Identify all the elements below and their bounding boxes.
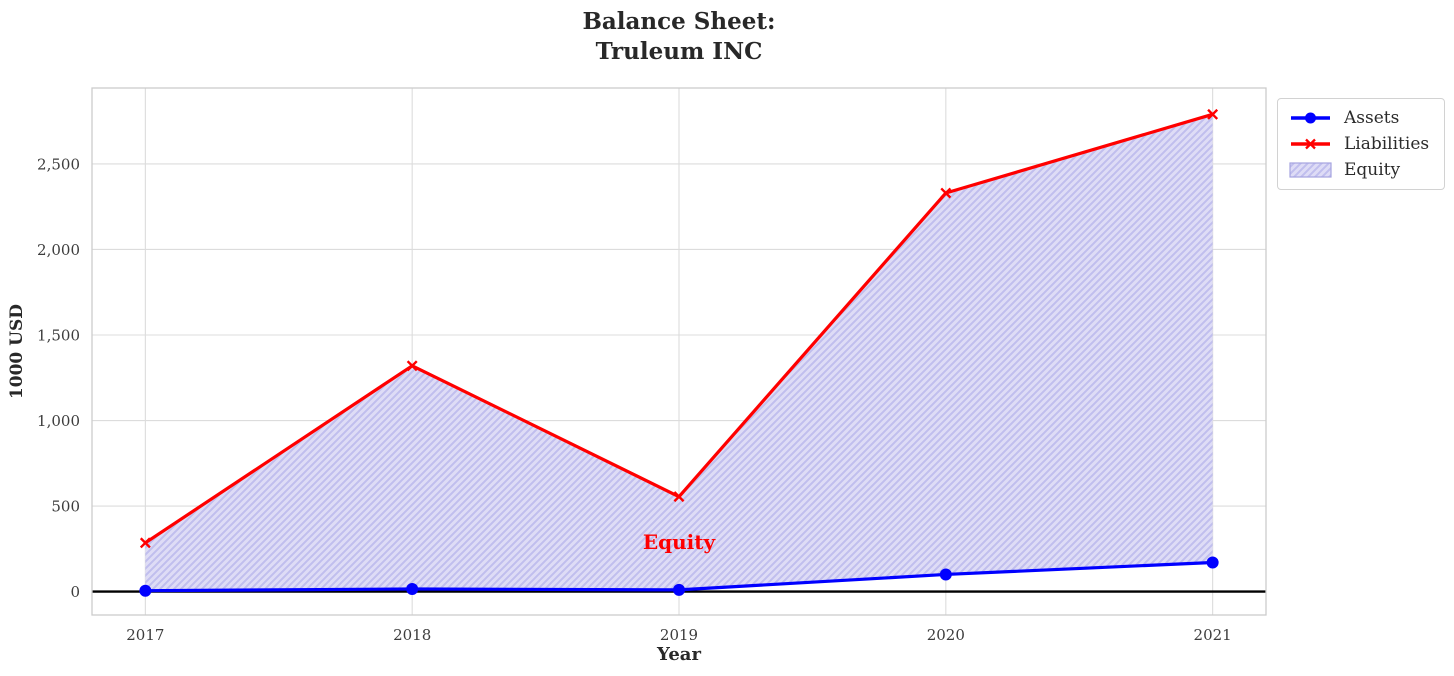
legend-item-equity: Equity xyxy=(1289,160,1433,180)
assets-marker xyxy=(139,584,152,597)
liabilities-line-x-icon xyxy=(1291,138,1330,150)
x-tick-label: 2020 xyxy=(927,626,965,644)
equity-hatch-patch-icon xyxy=(1289,162,1332,178)
y-tick-label: 1,500 xyxy=(37,326,80,344)
chart-title-line2: Truleum INC xyxy=(595,38,763,65)
x-tick-label: 2018 xyxy=(393,626,431,644)
liabilities-marker xyxy=(139,537,151,549)
legend-label-assets: Assets xyxy=(1344,108,1400,128)
y-tick-label: 2,500 xyxy=(37,155,80,173)
chart-title-line1: Balance Sheet: xyxy=(582,8,776,35)
liabilities-marker xyxy=(940,187,952,199)
chart-title: Balance Sheet: Truleum INC xyxy=(92,7,1266,67)
x-axis-label: Year xyxy=(657,644,701,665)
assets-marker xyxy=(1206,556,1219,569)
liabilities-marker xyxy=(673,491,685,503)
x-tick-label: 2019 xyxy=(660,626,698,644)
plot-border xyxy=(91,87,1267,616)
y-tick-label: 2,000 xyxy=(37,241,80,259)
legend-label-liabilities: Liabilities xyxy=(1344,134,1430,154)
x-tick-label: 2021 xyxy=(1194,626,1232,644)
y-axis-label-wrap: 1000 USD xyxy=(7,88,27,615)
assets-line-circle-icon xyxy=(1291,112,1330,124)
liabilities-marker xyxy=(406,360,418,372)
assets-marker xyxy=(939,568,952,581)
legend-item-assets: Assets xyxy=(1289,108,1433,128)
assets-marker xyxy=(673,583,685,596)
assets-marker xyxy=(406,583,419,596)
equity-area xyxy=(145,114,1213,591)
x-tick-label: 2017 xyxy=(126,626,164,644)
legend-item-liabilities: Liabilities xyxy=(1289,134,1433,154)
y-tick-label: 500 xyxy=(51,498,80,516)
liabilities-marker xyxy=(1207,108,1219,120)
y-tick-label: 0 xyxy=(70,583,80,601)
equity-annotation: Equity xyxy=(642,529,716,554)
y-axis-label: 1000 USD xyxy=(7,303,27,400)
legend-label-equity: Equity xyxy=(1344,160,1401,180)
legend: Assets Liabilities Equity xyxy=(1277,98,1445,190)
y-tick-label: 1,000 xyxy=(37,412,80,430)
